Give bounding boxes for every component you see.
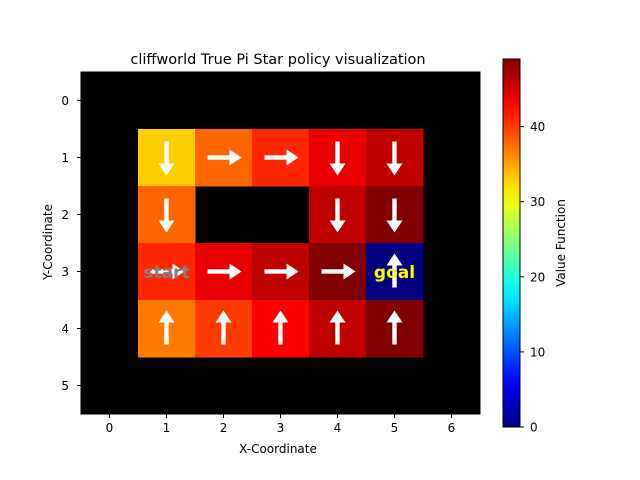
policy-arrow-up-icon: [386, 253, 403, 288]
policy-arrow-right-icon: [321, 263, 356, 280]
policy-arrow-right-icon: [207, 263, 242, 280]
policy-arrow-up-icon: [272, 310, 289, 345]
y-tick-label: 4: [61, 322, 69, 336]
colorbar-tick-label: 0: [530, 421, 538, 435]
policy-arrow-down-icon: [329, 141, 346, 176]
policy-arrow-down-icon: [158, 198, 175, 233]
colorbar-tick-label: 30: [530, 195, 545, 209]
x-tick-label: 6: [448, 421, 456, 435]
cell-label: goal: [374, 263, 415, 283]
colorbar-tick-label: 20: [530, 270, 545, 284]
x-tick-label: 5: [391, 421, 399, 435]
y-tick-label: 5: [61, 379, 69, 393]
y-tick-label: 0: [61, 94, 69, 108]
policy-arrow-right-icon: [264, 263, 299, 280]
policy-arrow-down-icon: [386, 198, 403, 233]
colorbar-tick-label: 40: [530, 120, 545, 134]
colorbar-gradient: [502, 58, 521, 428]
y-axis: 0 1 2 3 4 5: [61, 94, 81, 393]
policy-arrow-down-icon: [329, 198, 346, 233]
policy-arrow-down-icon: [158, 141, 175, 176]
x-axis-label: X-Coordinate: [239, 442, 317, 456]
policy-arrow-down-icon: [386, 141, 403, 176]
policy-arrow-right-icon: [264, 149, 299, 166]
y-tick-label: 3: [61, 265, 69, 279]
y-axis-label: Y-Coordinate: [41, 204, 55, 281]
x-axis: 0 1 2 3 4 5 6: [106, 414, 456, 435]
x-tick-label: 1: [163, 421, 171, 435]
policy-arrow-up-icon: [329, 310, 346, 345]
policy-arrow-up-icon: [215, 310, 232, 345]
x-tick-label: 4: [334, 421, 342, 435]
heatmap-plot: start goal: [80, 71, 481, 415]
policy-arrow-right-icon: [207, 149, 242, 166]
y-tick-label: 1: [61, 151, 69, 165]
x-tick-label: 0: [106, 421, 114, 435]
x-tick-label: 2: [220, 421, 228, 435]
colorbar-tick-label: 10: [530, 345, 545, 359]
policy-arrow-right-icon: [150, 263, 185, 280]
x-tick-label: 3: [277, 421, 285, 435]
cell-label: start: [143, 263, 189, 283]
chart-title: cliffworld True Pi Star policy visualiza…: [130, 52, 425, 68]
colorbar-label: Value Function: [554, 199, 568, 287]
policy-arrow-up-icon: [386, 310, 403, 345]
y-tick-label: 2: [61, 208, 69, 222]
colorbar: 0 10 20 30 40: [502, 58, 545, 435]
policy-arrow-up-icon: [158, 310, 175, 345]
